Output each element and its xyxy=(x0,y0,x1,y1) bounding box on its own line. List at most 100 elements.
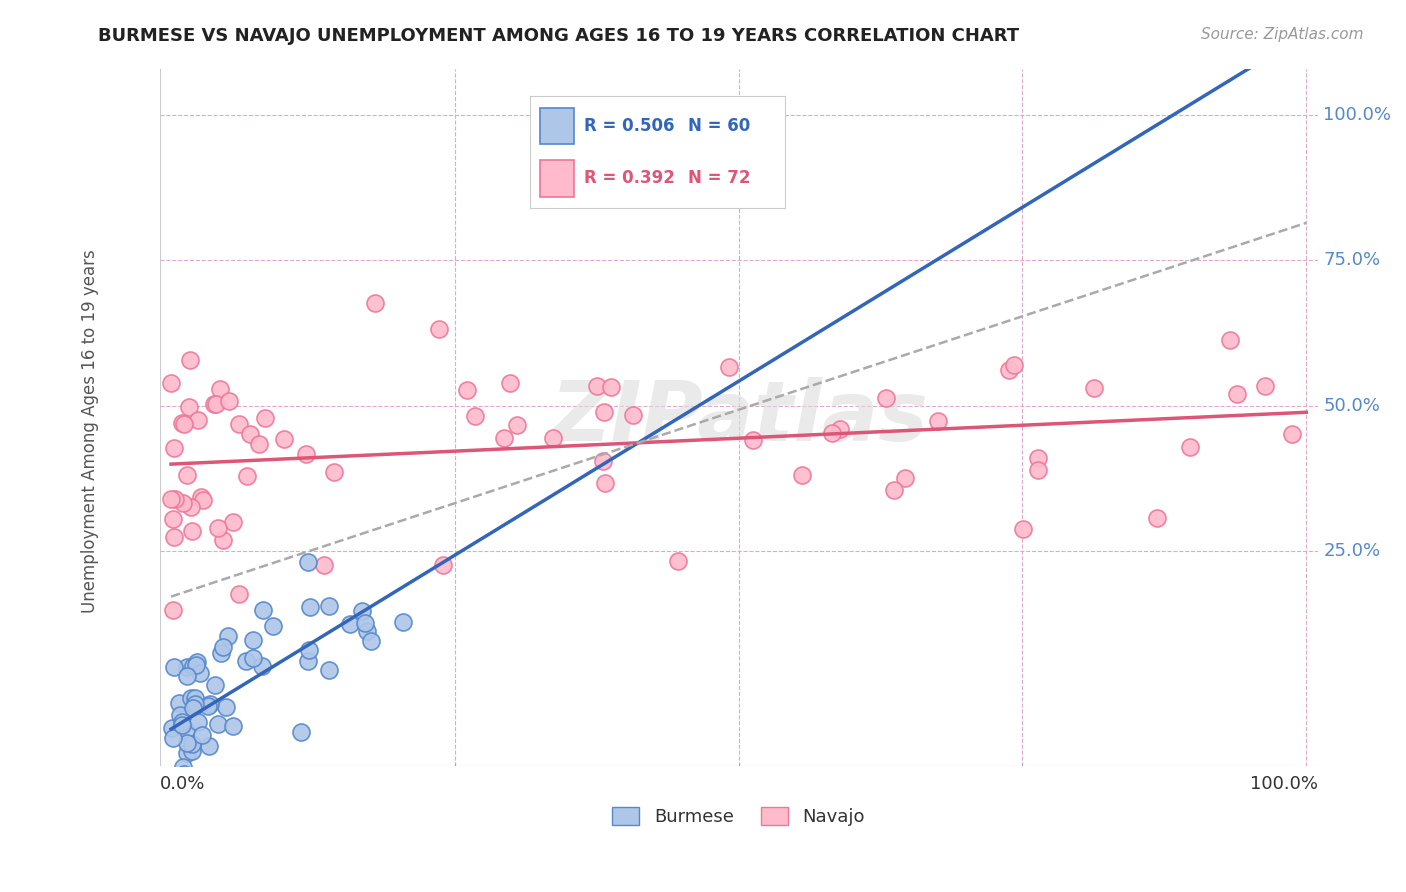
Point xyxy=(356,624,378,638)
Point xyxy=(209,646,232,660)
Point xyxy=(211,533,233,548)
Point xyxy=(297,654,319,668)
Point xyxy=(181,701,204,715)
Point xyxy=(176,736,198,750)
Point xyxy=(364,296,387,310)
Point xyxy=(167,697,190,711)
Point xyxy=(181,659,204,673)
Point xyxy=(186,658,208,673)
Point xyxy=(190,490,212,504)
Point xyxy=(360,634,382,648)
Point xyxy=(163,441,186,455)
Point xyxy=(599,380,621,394)
Point xyxy=(314,558,336,573)
Point xyxy=(170,717,193,731)
Point xyxy=(1083,382,1105,396)
Text: 75.0%: 75.0% xyxy=(1323,252,1381,269)
Point xyxy=(1219,333,1241,347)
Point xyxy=(242,632,264,647)
Point xyxy=(595,476,617,491)
Point xyxy=(188,666,211,681)
Point xyxy=(222,719,245,733)
Point xyxy=(252,603,274,617)
Point xyxy=(717,359,740,374)
Point xyxy=(290,724,312,739)
Point xyxy=(464,409,486,423)
Point xyxy=(160,376,183,390)
Point xyxy=(790,467,813,482)
Text: 0.0%: 0.0% xyxy=(160,774,205,793)
Point xyxy=(181,524,204,539)
Point xyxy=(197,739,219,753)
Text: 50.0%: 50.0% xyxy=(1323,397,1381,415)
Point xyxy=(666,554,689,568)
Point xyxy=(297,555,319,569)
Point xyxy=(1226,387,1249,401)
Point xyxy=(299,599,322,614)
Text: 25.0%: 25.0% xyxy=(1323,541,1381,560)
Point xyxy=(298,643,321,657)
Point xyxy=(163,491,186,506)
Point xyxy=(492,431,515,445)
Point xyxy=(235,654,257,668)
Point xyxy=(273,432,295,446)
Point xyxy=(170,714,193,729)
Point xyxy=(202,397,225,411)
Point xyxy=(208,382,231,396)
Text: 100.0%: 100.0% xyxy=(1250,774,1317,793)
Point xyxy=(432,558,454,572)
Point xyxy=(1146,510,1168,524)
Point xyxy=(247,437,270,451)
Point xyxy=(217,630,239,644)
Point xyxy=(172,416,194,430)
Point xyxy=(180,691,202,706)
Point xyxy=(456,383,478,397)
Legend: Burmese, Navajo: Burmese, Navajo xyxy=(605,800,872,833)
Text: Source: ZipAtlas.com: Source: ZipAtlas.com xyxy=(1201,27,1364,42)
Point xyxy=(242,651,264,665)
Point xyxy=(176,467,198,482)
Point xyxy=(391,615,413,630)
Point xyxy=(505,418,527,433)
Point xyxy=(593,405,616,419)
Point xyxy=(927,414,949,428)
Point xyxy=(198,697,221,711)
Point xyxy=(160,492,183,507)
Point xyxy=(197,698,219,713)
Point xyxy=(163,531,186,545)
Point xyxy=(541,431,564,445)
Point xyxy=(211,640,233,654)
Point xyxy=(162,603,184,617)
Point xyxy=(236,468,259,483)
Point xyxy=(172,760,194,774)
Point xyxy=(187,413,209,427)
Point xyxy=(176,660,198,674)
Point xyxy=(187,714,209,729)
Point xyxy=(207,716,229,731)
Point xyxy=(1002,359,1025,373)
Point xyxy=(179,353,201,368)
Point xyxy=(1254,379,1277,393)
Point xyxy=(173,417,195,432)
Point xyxy=(183,691,205,706)
Point xyxy=(1281,426,1303,441)
Point xyxy=(167,826,190,840)
Point xyxy=(165,789,187,804)
Point xyxy=(239,426,262,441)
Point xyxy=(997,363,1019,377)
Point xyxy=(193,493,215,508)
Point xyxy=(1026,463,1049,477)
Point xyxy=(1028,450,1050,465)
Point xyxy=(180,500,202,514)
Point xyxy=(318,599,340,614)
Point xyxy=(741,433,763,447)
Point xyxy=(173,766,195,780)
Point xyxy=(160,721,183,735)
Point xyxy=(353,615,375,630)
Point xyxy=(163,660,186,674)
Text: 100.0%: 100.0% xyxy=(1323,106,1392,124)
Text: BURMESE VS NAVAJO UNEMPLOYMENT AMONG AGES 16 TO 19 YEARS CORRELATION CHART: BURMESE VS NAVAJO UNEMPLOYMENT AMONG AGE… xyxy=(98,27,1019,45)
Point xyxy=(181,774,204,789)
Point xyxy=(323,465,346,479)
Point xyxy=(1178,440,1201,454)
